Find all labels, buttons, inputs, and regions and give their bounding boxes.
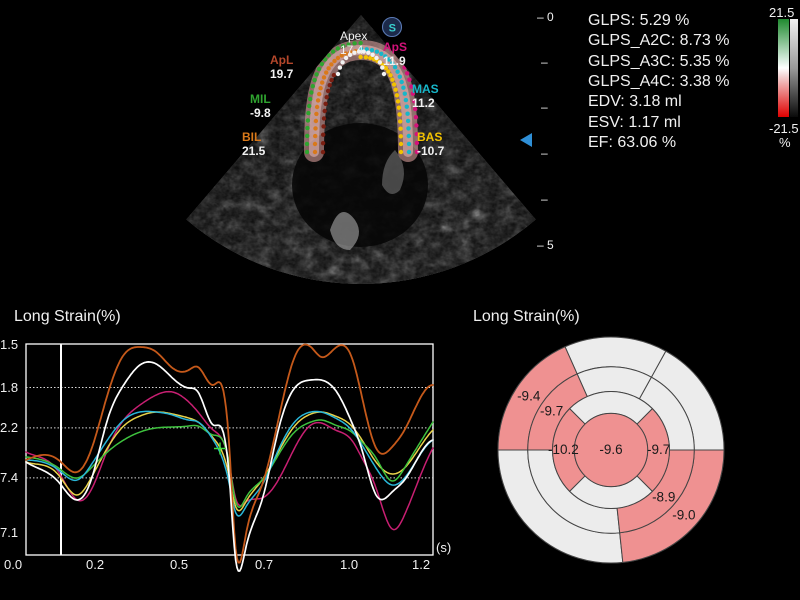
svg-text:S: S [389,23,396,35]
svg-text:-9.0: -9.0 [672,508,695,523]
svg-text:-9.7: -9.7 [647,442,670,457]
svg-text:-10.2: -10.2 [548,442,579,457]
svg-text:-9.6: -9.6 [599,442,622,457]
svg-text:-9.7: -9.7 [540,403,563,418]
svg-text:-8.9: -8.9 [652,489,675,504]
svg-text:-9.4: -9.4 [517,389,541,404]
